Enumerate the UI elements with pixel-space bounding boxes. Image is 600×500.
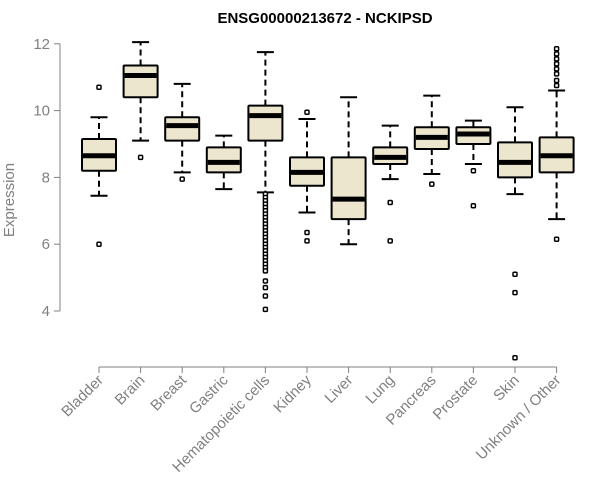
box-iqr — [497, 141, 533, 179]
outlier-point — [553, 61, 560, 67]
box-hematopoietic-cells — [247, 51, 284, 313]
box-gastric — [205, 134, 242, 191]
outlier-point — [553, 77, 560, 84]
chart-title: ENSG00000213672 - NCKIPSD — [217, 10, 432, 27]
outlier-point — [553, 82, 560, 89]
outlier-point — [512, 271, 518, 278]
box-lung — [372, 124, 409, 244]
box-bladder — [81, 84, 117, 247]
y-axis-label: Expression — [1, 163, 18, 237]
box-iqr — [122, 64, 159, 99]
box-pancreas — [413, 94, 450, 187]
x-tick-label: Bladder — [58, 372, 107, 421]
box-skin — [497, 106, 533, 361]
outlier-point — [470, 167, 477, 174]
outlier-point — [96, 241, 102, 247]
outlier-point — [304, 238, 310, 244]
box-iqr — [164, 116, 201, 142]
outlier-point — [429, 181, 435, 187]
x-tick-label: Skin — [490, 372, 523, 405]
x-tick-label: Breast — [147, 371, 190, 414]
outlier-point — [262, 278, 269, 284]
outlier-point — [304, 229, 310, 236]
outlier-point — [553, 66, 560, 72]
outlier-point — [553, 46, 560, 52]
outlier-point — [512, 289, 518, 296]
box-iqr — [247, 104, 284, 142]
box-unknown-other — [538, 46, 575, 242]
x-tick-label: Kidney — [270, 371, 315, 416]
outlier-point — [304, 109, 310, 116]
x-tick-label: Prostate — [430, 372, 482, 424]
outlier-point — [387, 238, 393, 244]
outlier-point — [262, 284, 269, 291]
box-kidney — [289, 109, 325, 244]
y-tick-label: 8 — [42, 169, 50, 186]
outlier-point — [262, 293, 269, 299]
box-brain — [122, 41, 159, 161]
outlier-point — [387, 199, 393, 206]
y-tick-label: 12 — [33, 36, 50, 53]
outlier-point — [553, 56, 560, 62]
y-tick-label: 6 — [42, 236, 50, 253]
box-breast — [164, 82, 201, 182]
outlier-point — [179, 176, 185, 182]
box-series — [81, 41, 575, 361]
box-iqr — [205, 146, 242, 174]
box-liver — [330, 96, 367, 246]
outlier-point — [262, 268, 269, 274]
outlier-point — [96, 84, 102, 90]
box-prostate — [455, 119, 492, 209]
y-tick-label: 4 — [42, 303, 50, 320]
outlier-point — [512, 355, 518, 361]
box-iqr — [330, 156, 367, 221]
x-tick-label: Brain — [112, 372, 149, 409]
outlier-point — [553, 71, 560, 77]
outlier-point — [553, 51, 560, 57]
y-axis: 4 6 8 10 12 — [33, 36, 61, 320]
outlier-point — [470, 203, 477, 209]
outlier-point — [137, 154, 144, 161]
outlier-point — [262, 306, 269, 313]
x-tick-label: Liver — [321, 372, 356, 407]
x-tick-label: Lung — [362, 372, 398, 408]
outlier-point — [553, 236, 560, 242]
y-tick-label: 10 — [33, 103, 50, 120]
